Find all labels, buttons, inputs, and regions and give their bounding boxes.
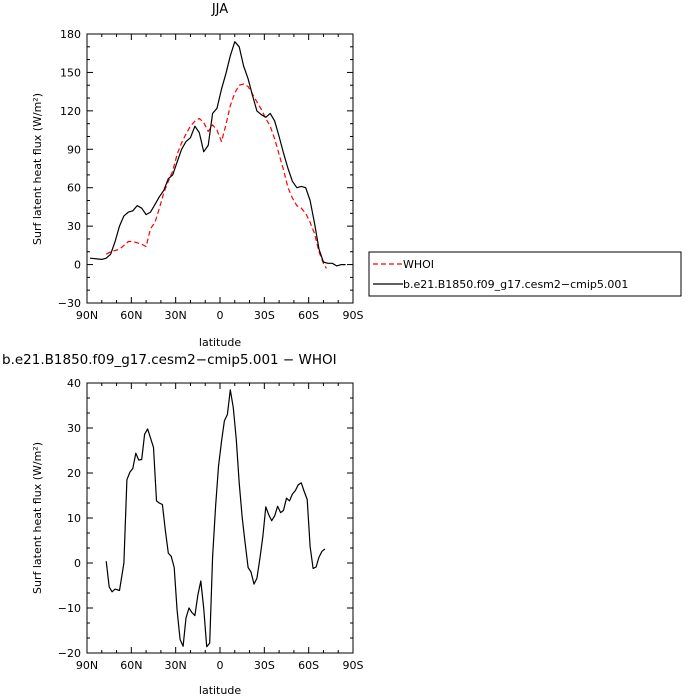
top-legend: WHOI b.e21.B1850.f09_g17.cesm2−cmip5.001 [368,251,682,297]
top-y-tick-label: 120 [60,105,81,118]
top-line-chart: JJA latitude Surf latent heat flux (W/m²… [31,2,682,349]
bottom-x-axis-label: latitude [199,684,241,697]
top-y-tick-label: 0 [74,259,81,272]
top-x-tick-label: 90S [343,309,364,322]
bottom-line-chart: b.e21.B1850.f09_g17.cesm2−cmip5.001 − WH… [2,352,364,697]
bottom-x-tick-label: 0 [217,659,224,672]
bottom-x-tick-label: 90N [76,659,98,672]
top-y-tick-label: 30 [67,220,81,233]
bottom-y-tick-label: −10 [58,602,81,615]
bottom-x-tick-label: 30S [254,659,275,672]
top-series-line-1 [89,41,346,267]
top-plot-area [89,41,346,269]
bottom-y-tick-label: 10 [67,512,81,525]
bottom-y-tick-label: 30 [67,422,81,435]
top-series-line-0 [105,83,327,269]
bottom-x-tick-label: 60N [120,659,142,672]
top-plot-frame [86,33,354,304]
top-axis-ticks: 90N 60N 30N 0 30S 60S 90S −30 0 30 60 90 120 150 180 [58,28,364,322]
top-chart-title: JJA [211,2,228,17]
bottom-x-tick-label: 90S [343,659,364,672]
bottom-y-tick-label: 20 [67,467,81,480]
bottom-x-tick-label: 60S [298,659,319,672]
bottom-y-axis-label-text: Surf latent heat flux (W/m²) [31,442,44,594]
bottom-y-tick-label: −20 [58,647,81,660]
top-x-axis-label: latitude [199,336,241,349]
bottom-x-tick-label: 30N [165,659,187,672]
bottom-plot-frame [86,382,354,654]
top-x-tick-label: 90N [76,309,98,322]
top-y-tick-label: 90 [67,143,81,156]
bottom-plot-area [105,389,326,648]
top-y-tick-label: 60 [67,182,81,195]
bottom-axis-ticks: 90N 60N 30N 0 30S 60S 90S −20 −10 0 10 20 30 40 [58,377,364,672]
bottom-y-axis-label: Surf latent heat flux (W/m²) [31,442,44,594]
top-x-tick-label: 60N [120,309,142,322]
bottom-y-tick-label: 0 [74,557,81,570]
top-y-tick-label: 180 [60,28,81,41]
top-x-tick-label: 30S [254,309,275,322]
top-y-tick-label: −30 [58,297,81,310]
bottom-y-tick-label: 40 [67,377,81,390]
top-y-tick-label: 150 [60,66,81,79]
top-x-tick-label: 30N [165,309,187,322]
top-y-axis-label: Surf latent heat flux (W/m²) [31,93,44,245]
top-y-axis-label-text: Surf latent heat flux (W/m²) [31,93,44,245]
top-x-tick-label: 60S [298,309,319,322]
bottom-series-line-0 [105,389,326,648]
legend-box [368,251,682,297]
legend-label: b.e21.B1850.f09_g17.cesm2−cmip5.001 [403,278,628,291]
legend-label: WHOI [403,258,434,271]
bottom-chart-title: b.e21.B1850.f09_g17.cesm2−cmip5.001 − WH… [2,352,337,368]
top-x-tick-label: 0 [217,309,224,322]
